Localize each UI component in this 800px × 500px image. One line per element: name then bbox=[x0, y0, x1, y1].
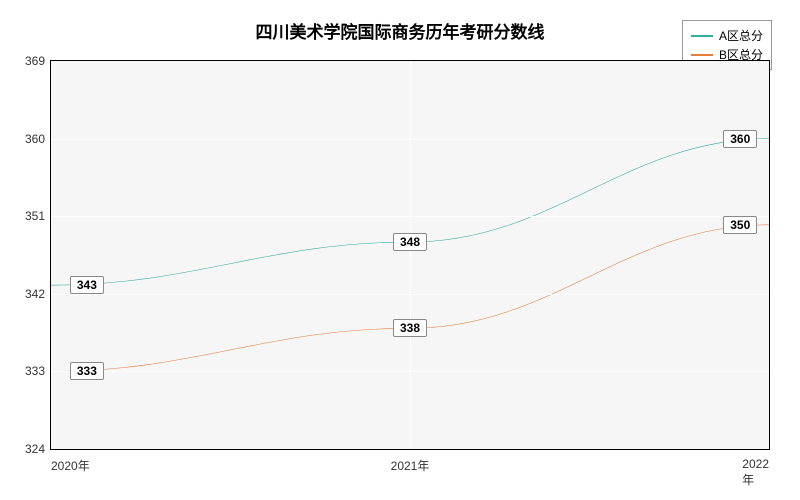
plot-area: 3243333423513603692020年2021年2022年3433483… bbox=[50, 60, 770, 450]
legend-label-a: A区总分 bbox=[719, 27, 763, 44]
value-label: 360 bbox=[723, 130, 757, 148]
y-tick-label: 324 bbox=[25, 442, 45, 456]
x-tick-label: 2020年 bbox=[51, 457, 90, 474]
legend-swatch-b bbox=[691, 54, 713, 56]
y-tick-label: 360 bbox=[25, 132, 45, 146]
chart-container: 四川美术学院国际商务历年考研分数线 A区总分 B区总分 324333342351… bbox=[0, 0, 800, 500]
legend-swatch-a bbox=[691, 35, 713, 37]
x-tick-label: 2022年 bbox=[742, 457, 769, 488]
y-tick-label: 333 bbox=[25, 364, 45, 378]
x-tick-label: 2021年 bbox=[391, 457, 430, 474]
y-tick-label: 369 bbox=[25, 54, 45, 68]
chart-title: 四川美术学院国际商务历年考研分数线 bbox=[256, 18, 545, 43]
y-tick-label: 342 bbox=[25, 287, 45, 301]
grid-line-v bbox=[410, 61, 411, 449]
value-label: 338 bbox=[393, 319, 427, 337]
y-tick-label: 351 bbox=[25, 209, 45, 223]
value-label: 350 bbox=[723, 216, 757, 234]
value-label: 343 bbox=[70, 276, 104, 294]
value-label: 348 bbox=[393, 233, 427, 251]
value-label: 333 bbox=[70, 362, 104, 380]
legend-item-a: A区总分 bbox=[691, 27, 763, 44]
